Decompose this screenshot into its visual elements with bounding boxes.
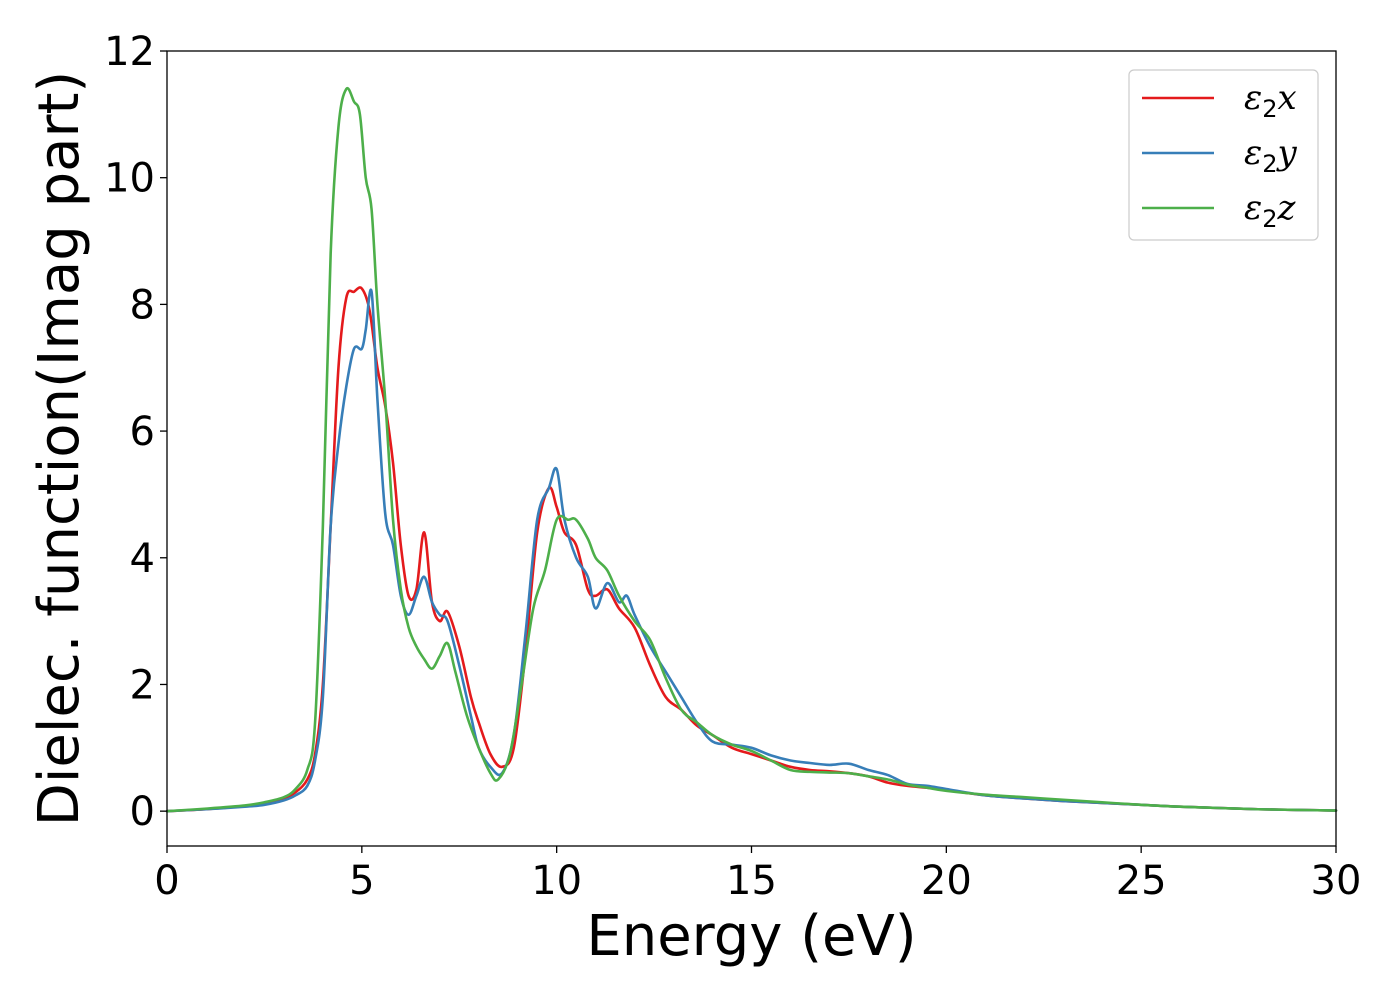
y-axis-label: Dielec. function(Imag part)	[27, 71, 92, 827]
y-tick-label: 2	[130, 662, 155, 708]
series-line-x	[165, 286, 1338, 813]
x-tick-label: 10	[531, 858, 582, 904]
x-tick-label: 25	[1116, 858, 1167, 904]
x-axis: 0 5 10 15 20 25 30	[154, 846, 1361, 904]
legend-label-x: ε2x	[1244, 78, 1297, 123]
y-tick-label: 4	[130, 536, 155, 582]
series-line-z	[165, 86, 1338, 813]
y-tick-label: 0	[130, 789, 155, 835]
x-tick-label: 5	[349, 858, 374, 904]
x-tick-label: 15	[726, 858, 777, 904]
y-tick-label: 6	[130, 409, 155, 455]
y-tick-label: 8	[130, 282, 155, 328]
series-line-y	[165, 288, 1338, 813]
series-layer	[165, 86, 1338, 813]
x-tick-label: 0	[154, 858, 179, 904]
y-tick-label: 10	[104, 156, 155, 202]
legend: ε2x ε2y ε2z	[1128, 69, 1319, 241]
legend-label-y: ε2y	[1244, 133, 1298, 178]
x-axis-label: Energy (eV)	[586, 904, 916, 969]
legend-box	[1128, 69, 1319, 241]
y-tick-label: 12	[104, 29, 155, 75]
y-axis: 0 2 4 6 8 10 12	[104, 29, 167, 835]
x-tick-label: 20	[921, 858, 972, 904]
x-tick-label: 30	[1311, 858, 1362, 904]
legend-label-z: ε2z	[1244, 188, 1297, 233]
